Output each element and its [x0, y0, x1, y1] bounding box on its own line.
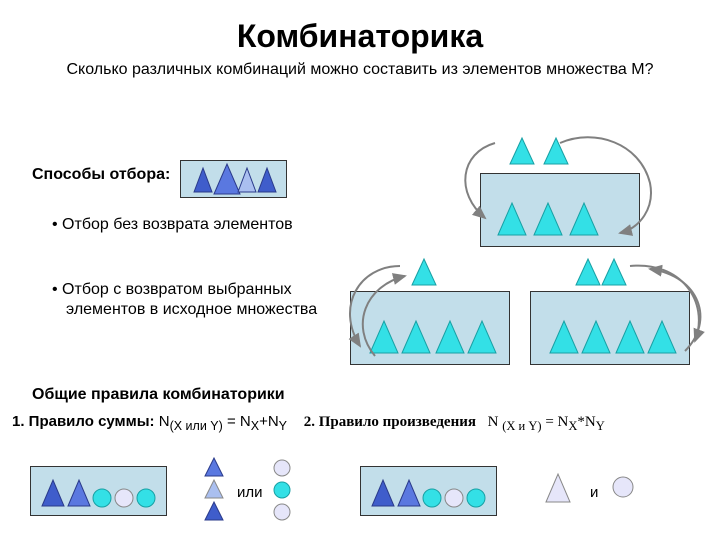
rule-sum-formula: N(X или Y) = NX+NY — [159, 413, 287, 430]
bullet-with-return-2: элементов в исходное множества — [66, 301, 317, 319]
rule-prod-formula: N (X и Y) = NX*NY — [480, 414, 605, 430]
subtitle: Сколько различных комбинаций можно соста… — [0, 61, 720, 79]
and-left-triangle — [540, 468, 576, 508]
and-right-circle — [610, 474, 638, 502]
or-left-triangles — [195, 456, 233, 526]
rules-row: 1. Правило суммы: N(X или Y) = NX+NY 2. … — [12, 413, 708, 434]
box-bottom-left-content — [30, 466, 165, 514]
bullet-with-return-1: • Отбор с возвратом выбранных — [52, 281, 292, 299]
or-right-circles — [270, 458, 300, 524]
methods-label: Способы отбора: — [32, 166, 170, 184]
bullet-no-return: • Отбор без возврата элементов — [52, 216, 293, 234]
rule-prod-label: 2. Правило произведения — [304, 414, 476, 430]
box-bottom-mid-content — [360, 466, 495, 514]
rules-label: Общие правила комбинаторики — [32, 386, 285, 404]
arrows-return-left — [320, 251, 520, 381]
arrows-no-return — [440, 133, 690, 253]
source-triangles — [180, 160, 285, 200]
arrows-return-right — [500, 251, 720, 381]
and-label: и — [590, 484, 598, 501]
page-title: Комбинаторика — [0, 18, 720, 55]
rule-sum-label: 1. Правило суммы: — [12, 413, 155, 430]
or-label: или — [237, 484, 263, 501]
